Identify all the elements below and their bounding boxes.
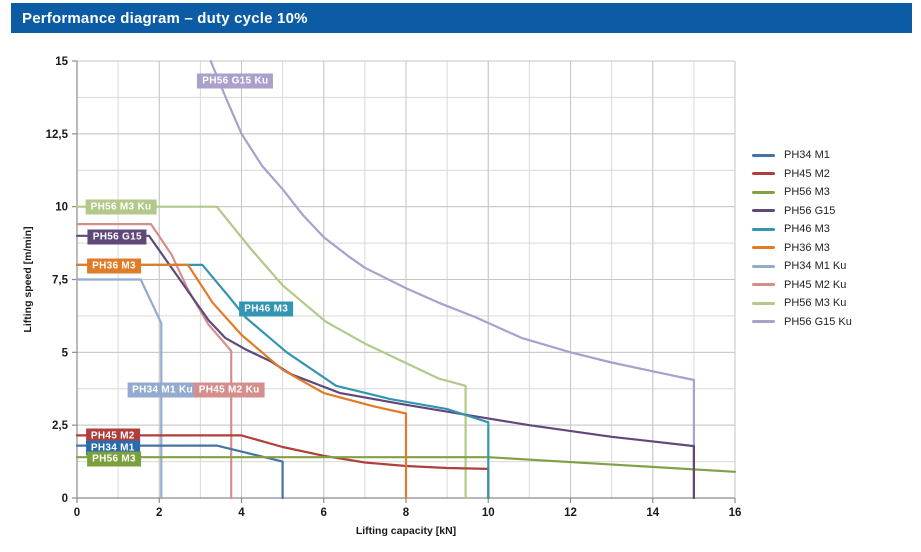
y-tick-label: 15 xyxy=(55,56,68,68)
legend-item-label: PH56 G15 Ku xyxy=(784,315,852,328)
legend-item-ph45-m2-ku: PH45 M2 Ku xyxy=(752,276,852,295)
x-tick-label: 12 xyxy=(564,507,577,519)
legend-swatch xyxy=(752,320,775,324)
x-tick-label: 8 xyxy=(403,507,410,519)
y-tick-label: 12,5 xyxy=(46,129,69,141)
y-axis-title: Lifting speed [m/min] xyxy=(22,226,34,332)
series-ph56-m3-ku xyxy=(75,205,467,500)
legend-item-ph56-m3-ku: PH56 M3 Ku xyxy=(752,294,852,313)
x-tick-label: 2 xyxy=(156,507,162,519)
legend-item-label: PH56 M3 xyxy=(784,186,830,199)
legend-item-ph36-m3: PH36 M3 xyxy=(752,239,852,258)
legend-item-ph34-m1-ku: PH34 M1 Ku xyxy=(752,257,852,276)
x-tick-label: 16 xyxy=(729,507,742,519)
legend-item-ph34-m1: PH34 M1 xyxy=(752,146,852,165)
x-tick-label: 14 xyxy=(646,507,659,519)
legend-swatch xyxy=(752,264,775,268)
legend-swatch xyxy=(752,172,775,176)
legend-item-ph46-m3: PH46 M3 xyxy=(752,220,852,239)
legend-item-label: PH46 M3 xyxy=(784,223,830,236)
series-ph56-g15 xyxy=(75,234,695,500)
legend-item-label: PH45 M2 xyxy=(784,167,830,180)
legend-item-label: PH45 M2 Ku xyxy=(784,278,847,291)
series-ph36-m3 xyxy=(75,263,408,500)
legend-item-ph56-m3: PH56 M3 xyxy=(752,183,852,202)
series-ph46-m3 xyxy=(75,263,490,500)
series-ph45-m2 xyxy=(75,434,490,500)
legend-swatch xyxy=(752,227,775,231)
y-tick-label: 0 xyxy=(62,493,68,505)
legend-swatch xyxy=(752,301,775,305)
x-axis-title: Lifting capacity [kN] xyxy=(356,525,456,537)
title-bar: Performance diagram – duty cycle 10% xyxy=(11,3,912,33)
legend-item-ph56-g15-ku: PH56 G15 Ku xyxy=(752,313,852,332)
series-ph34-m1-ku xyxy=(75,278,163,500)
x-tick-label: 0 xyxy=(74,507,80,519)
legend-swatch xyxy=(752,283,775,287)
y-tick-label: 5 xyxy=(62,347,69,359)
y-tick-label: 10 xyxy=(55,202,68,214)
legend-item-label: PH34 M1 xyxy=(784,149,830,162)
legend-item-label: PH34 M1 Ku xyxy=(784,260,847,273)
series-ph34-m1 xyxy=(75,444,284,500)
y-tick-label: 7,5 xyxy=(52,275,69,287)
x-tick-label: 6 xyxy=(321,507,327,519)
x-tick-label: 4 xyxy=(238,507,245,519)
legend-item-label: PH56 M3 Ku xyxy=(784,297,847,310)
legend-swatch xyxy=(752,246,775,250)
legend-item-label: PH36 M3 xyxy=(784,241,830,254)
legend-item-label: PH56 G15 xyxy=(784,204,836,217)
legend-item-ph56-g15: PH56 G15 xyxy=(752,202,852,221)
x-tick-label: 10 xyxy=(482,507,495,519)
legend-swatch xyxy=(752,153,775,157)
y-tick-label: 2,5 xyxy=(52,420,69,432)
legend: PH34 M1 PH45 M2 PH56 M3 PH56 G15 PH46 M3 PH36… xyxy=(752,146,852,331)
legend-swatch xyxy=(752,190,775,194)
series-ph56-g15-ku xyxy=(209,59,695,500)
legend-swatch xyxy=(752,209,775,213)
legend-item-ph45-m2: PH45 M2 xyxy=(752,165,852,184)
